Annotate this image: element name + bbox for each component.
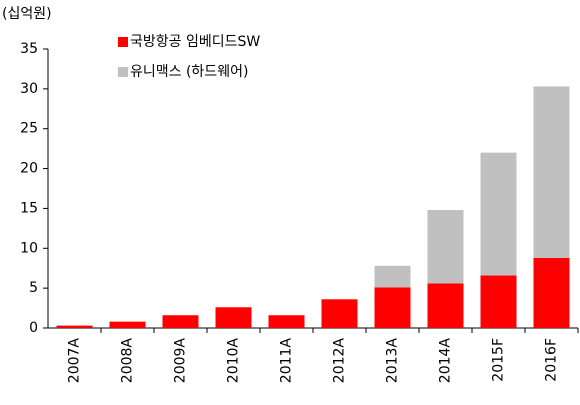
legend-swatch xyxy=(118,67,128,77)
y-tick-label: 25 xyxy=(20,121,38,137)
y-tick-label: 30 xyxy=(20,81,38,97)
bar-segment xyxy=(374,287,411,328)
y-axis-label: (십억원) xyxy=(2,6,52,22)
y-tick-label: 10 xyxy=(20,240,38,256)
bar-segment xyxy=(533,86,570,258)
x-tick-label: 2009A xyxy=(173,338,189,384)
x-tick-label: 2012A xyxy=(332,338,348,384)
x-tick-label: 2015F xyxy=(491,338,507,382)
bar-segment xyxy=(480,275,517,328)
x-tick-label: 2008A xyxy=(120,338,136,384)
legend-swatch xyxy=(118,37,128,47)
bar-segment xyxy=(533,257,570,328)
x-tick-label: 2013A xyxy=(385,338,401,384)
x-tick-label: 2011A xyxy=(279,338,295,384)
legend-label: 유니맥스 (하드웨어) xyxy=(130,64,248,80)
bar-segment xyxy=(268,315,305,328)
bar-segment xyxy=(215,307,252,328)
y-tick-label: 0 xyxy=(29,320,38,336)
bar-segment xyxy=(480,152,517,276)
bar-segment xyxy=(109,321,146,328)
y-tick-label: 20 xyxy=(20,161,38,177)
y-tick-label: 5 xyxy=(29,280,38,296)
bar-segment xyxy=(162,315,199,328)
x-tick-label: 2007A xyxy=(67,338,83,384)
y-tick-label: 15 xyxy=(20,200,38,216)
legend-label: 국방항공 임베디드SW xyxy=(130,34,260,50)
x-tick-label: 2016F xyxy=(544,338,560,382)
x-tick-label: 2010A xyxy=(226,338,242,384)
y-tick-label: 35 xyxy=(20,41,38,57)
bar-segment xyxy=(427,283,464,328)
x-tick-label: 2014A xyxy=(438,338,454,384)
bar-segment xyxy=(56,325,93,328)
bar-segment xyxy=(427,210,464,284)
bar-segment xyxy=(321,299,358,328)
bar-segment xyxy=(374,265,411,288)
